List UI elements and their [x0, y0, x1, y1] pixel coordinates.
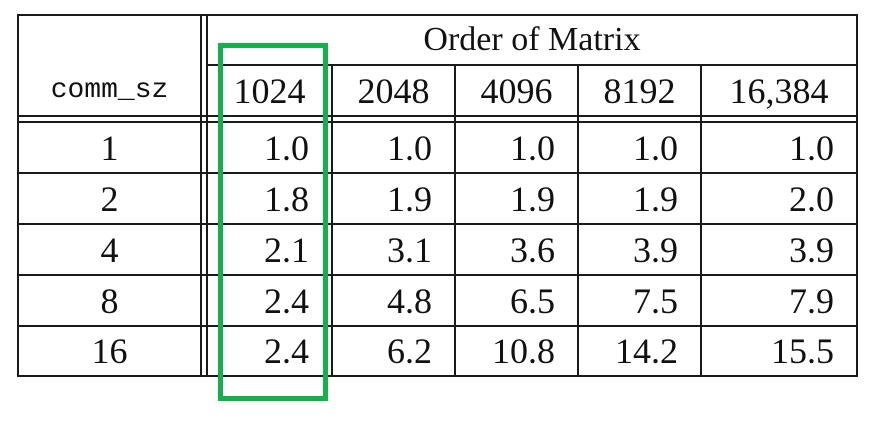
double-divider-right [206, 14, 208, 377]
table-cell: 1.0 [789, 127, 834, 168]
table-cell: 14.2 [615, 331, 678, 371]
double-divider-left [200, 14, 202, 377]
table-cell: 1.9 [387, 178, 432, 219]
comm-sz-cell: 8 [100, 280, 119, 321]
group-header-underline [207, 64, 858, 66]
table-cell: 15.5 [771, 331, 834, 371]
table-cell: 2.1 [264, 229, 309, 270]
column-divider [577, 64, 579, 377]
column-header: 2048 [357, 70, 430, 111]
column-header: 4096 [480, 70, 553, 111]
table-cell: 1.0 [387, 127, 432, 168]
column-header: 16,384 [729, 70, 829, 111]
row-rule [17, 274, 858, 276]
table-cell: 3.6 [510, 229, 555, 270]
table-cell: 7.5 [633, 280, 678, 321]
table-cell: 3.9 [633, 229, 678, 270]
row-rule [17, 223, 858, 225]
column-divider [454, 64, 456, 377]
column-header: 8192 [603, 70, 676, 111]
table-cell: 3.9 [789, 229, 834, 270]
comm-sz-cell: 4 [100, 229, 119, 270]
table-border-top [17, 14, 858, 16]
table-cell: 2.0 [789, 178, 834, 219]
table-cell: 1.9 [510, 178, 555, 219]
row-rule [17, 325, 858, 327]
table-cell: 3.1 [387, 229, 432, 270]
table-cell: 10.8 [492, 331, 555, 371]
table-cell: 2.4 [264, 331, 309, 371]
table-cell: 1.0 [510, 127, 555, 168]
comm-sz-cell: 1 [100, 127, 119, 168]
header-rule-2 [17, 121, 858, 123]
table-cell: 7.9 [789, 280, 834, 321]
row-rule [17, 172, 858, 174]
row-header-comm-sz: comm_sz [50, 74, 169, 106]
column-divider [331, 64, 333, 377]
table-cell: 6.2 [387, 331, 432, 371]
comm-sz-cell: 2 [100, 178, 119, 219]
table-cell: 1.8 [264, 178, 309, 219]
table-cell: 1.9 [633, 178, 678, 219]
table-border-bottom [17, 375, 858, 377]
column-header: 1024 [233, 70, 306, 111]
table-cell: 1.0 [633, 127, 678, 168]
header-rule-1 [17, 115, 858, 117]
table-border-left [17, 14, 19, 377]
table-cell: 4.8 [387, 280, 432, 321]
group-header: Order of Matrix [423, 21, 641, 58]
table-border-right [856, 14, 858, 377]
table-cell: 2.4 [264, 280, 309, 321]
column-divider [700, 64, 702, 377]
table-cell: 6.5 [510, 280, 555, 321]
comm-sz-cell: 16 [91, 331, 128, 371]
table-cell: 1.0 [264, 127, 309, 168]
